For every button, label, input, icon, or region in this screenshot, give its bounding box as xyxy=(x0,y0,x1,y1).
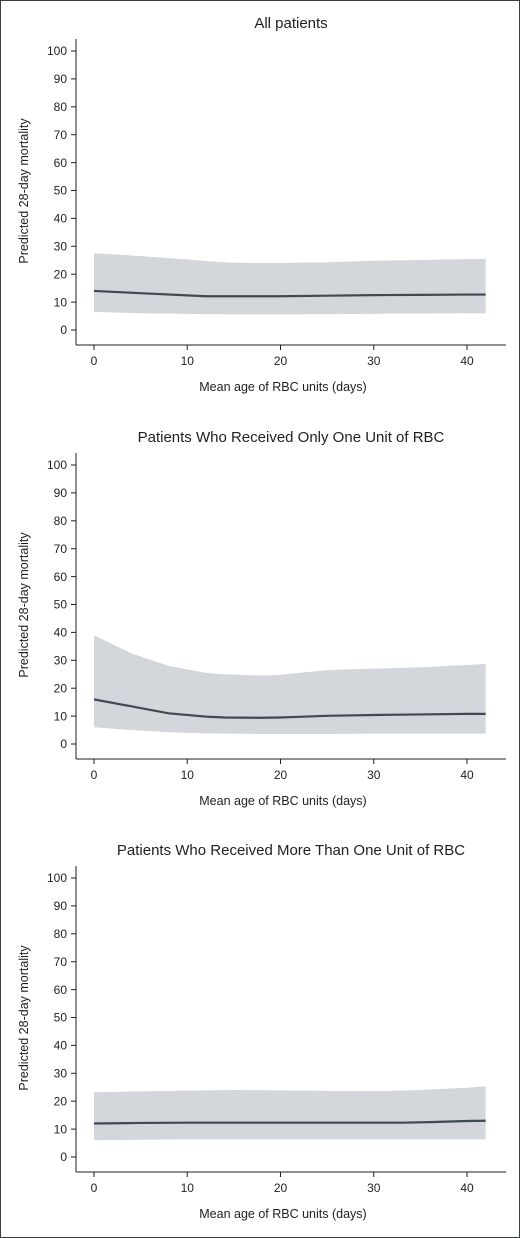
y-axis-label: Predicted 28-day mortality xyxy=(17,118,31,264)
x-tick-label: 40 xyxy=(460,768,474,782)
y-tick-label: 100 xyxy=(47,458,67,472)
y-tick-label: 70 xyxy=(54,955,68,969)
y-tick-label: 0 xyxy=(60,323,67,337)
chart-title: Patients Who Received Only One Unit of R… xyxy=(138,429,445,446)
series-line xyxy=(93,698,486,719)
x-tick-label: 0 xyxy=(91,1181,98,1195)
confidence-band xyxy=(94,253,486,315)
y-tick-label: 0 xyxy=(60,737,67,751)
y-tick-label: 10 xyxy=(54,295,68,309)
y-tick-label: 70 xyxy=(54,128,68,142)
confidence-band xyxy=(94,635,486,734)
chart-title: All patients xyxy=(254,15,327,32)
x-axis-label: Mean age of RBC units (days) xyxy=(199,380,366,394)
chart-panel-more-than-one-unit: Patients Who Received More Than One Unit… xyxy=(17,842,506,1221)
x-tick-label: 10 xyxy=(181,1181,195,1195)
y-tick-label: 80 xyxy=(54,927,68,941)
y-tick-label: 50 xyxy=(54,598,68,612)
x-tick-label: 30 xyxy=(367,768,381,782)
plot-area: 0 10 20 30 40 50 60 70 80 90 100 0 10 20 30 40 xyxy=(47,866,506,1195)
y-tick-label: 60 xyxy=(54,570,68,584)
y-tick-label: 40 xyxy=(54,626,68,640)
x-tick-label: 10 xyxy=(181,354,195,368)
y-tick-label: 60 xyxy=(54,156,68,170)
x-tick-label: 0 xyxy=(91,354,98,368)
x-tick-label: 40 xyxy=(460,354,474,368)
series-line xyxy=(93,1119,486,1125)
plot-area: 0 10 20 30 40 50 60 70 80 90 100 0 10 20 30 40 xyxy=(47,39,506,368)
y-tick-label: 50 xyxy=(54,184,68,198)
y-tick-label: 100 xyxy=(47,44,67,58)
y-tick-label: 90 xyxy=(54,486,68,500)
confidence-band xyxy=(94,1086,486,1141)
y-tick-label: 20 xyxy=(54,1094,68,1108)
x-axis-label: Mean age of RBC units (days) xyxy=(199,1207,366,1221)
y-tick-label: 100 xyxy=(47,871,67,885)
y-tick-label: 30 xyxy=(54,654,68,668)
x-tick-label: 10 xyxy=(181,768,195,782)
chart-panel-all-patients: All patients Predicted 28-day mortality … xyxy=(17,15,506,394)
y-tick-label: 0 xyxy=(60,1150,67,1164)
y-tick-label: 80 xyxy=(54,514,68,528)
x-tick-label: 40 xyxy=(460,1181,474,1195)
y-tick-label: 30 xyxy=(54,1067,68,1081)
x-tick-label: 30 xyxy=(367,1181,381,1195)
x-tick-label: 0 xyxy=(91,768,98,782)
x-tick-label: 20 xyxy=(274,354,288,368)
y-tick-label: 80 xyxy=(54,100,68,114)
series-line xyxy=(93,289,486,298)
y-tick-label: 60 xyxy=(54,983,68,997)
y-tick-label: 90 xyxy=(54,72,68,86)
chart-title: Patients Who Received More Than One Unit… xyxy=(117,842,465,859)
x-tick-label: 20 xyxy=(274,768,288,782)
y-tick-label: 20 xyxy=(54,681,68,695)
y-tick-label: 10 xyxy=(54,1122,68,1136)
y-tick-label: 30 xyxy=(54,240,68,254)
y-tick-label: 50 xyxy=(54,1011,68,1025)
y-tick-label: 90 xyxy=(54,899,68,913)
x-axis-label: Mean age of RBC units (days) xyxy=(199,794,366,808)
y-tick-label: 40 xyxy=(54,1039,68,1053)
y-tick-label: 10 xyxy=(54,709,68,723)
x-tick-label: 30 xyxy=(367,354,381,368)
y-tick-label: 40 xyxy=(54,212,68,226)
x-tick-label: 20 xyxy=(274,1181,288,1195)
chart-panel-one-unit: Patients Who Received Only One Unit of R… xyxy=(17,429,506,808)
plot-area: 0 10 20 30 40 50 60 70 80 90 100 0 10 20 30 40 xyxy=(47,453,506,782)
y-axis-label: Predicted 28-day mortality xyxy=(17,532,31,678)
y-axis-label: Predicted 28-day mortality xyxy=(17,945,31,1091)
y-tick-label: 70 xyxy=(54,542,68,556)
y-tick-label: 20 xyxy=(54,267,68,281)
